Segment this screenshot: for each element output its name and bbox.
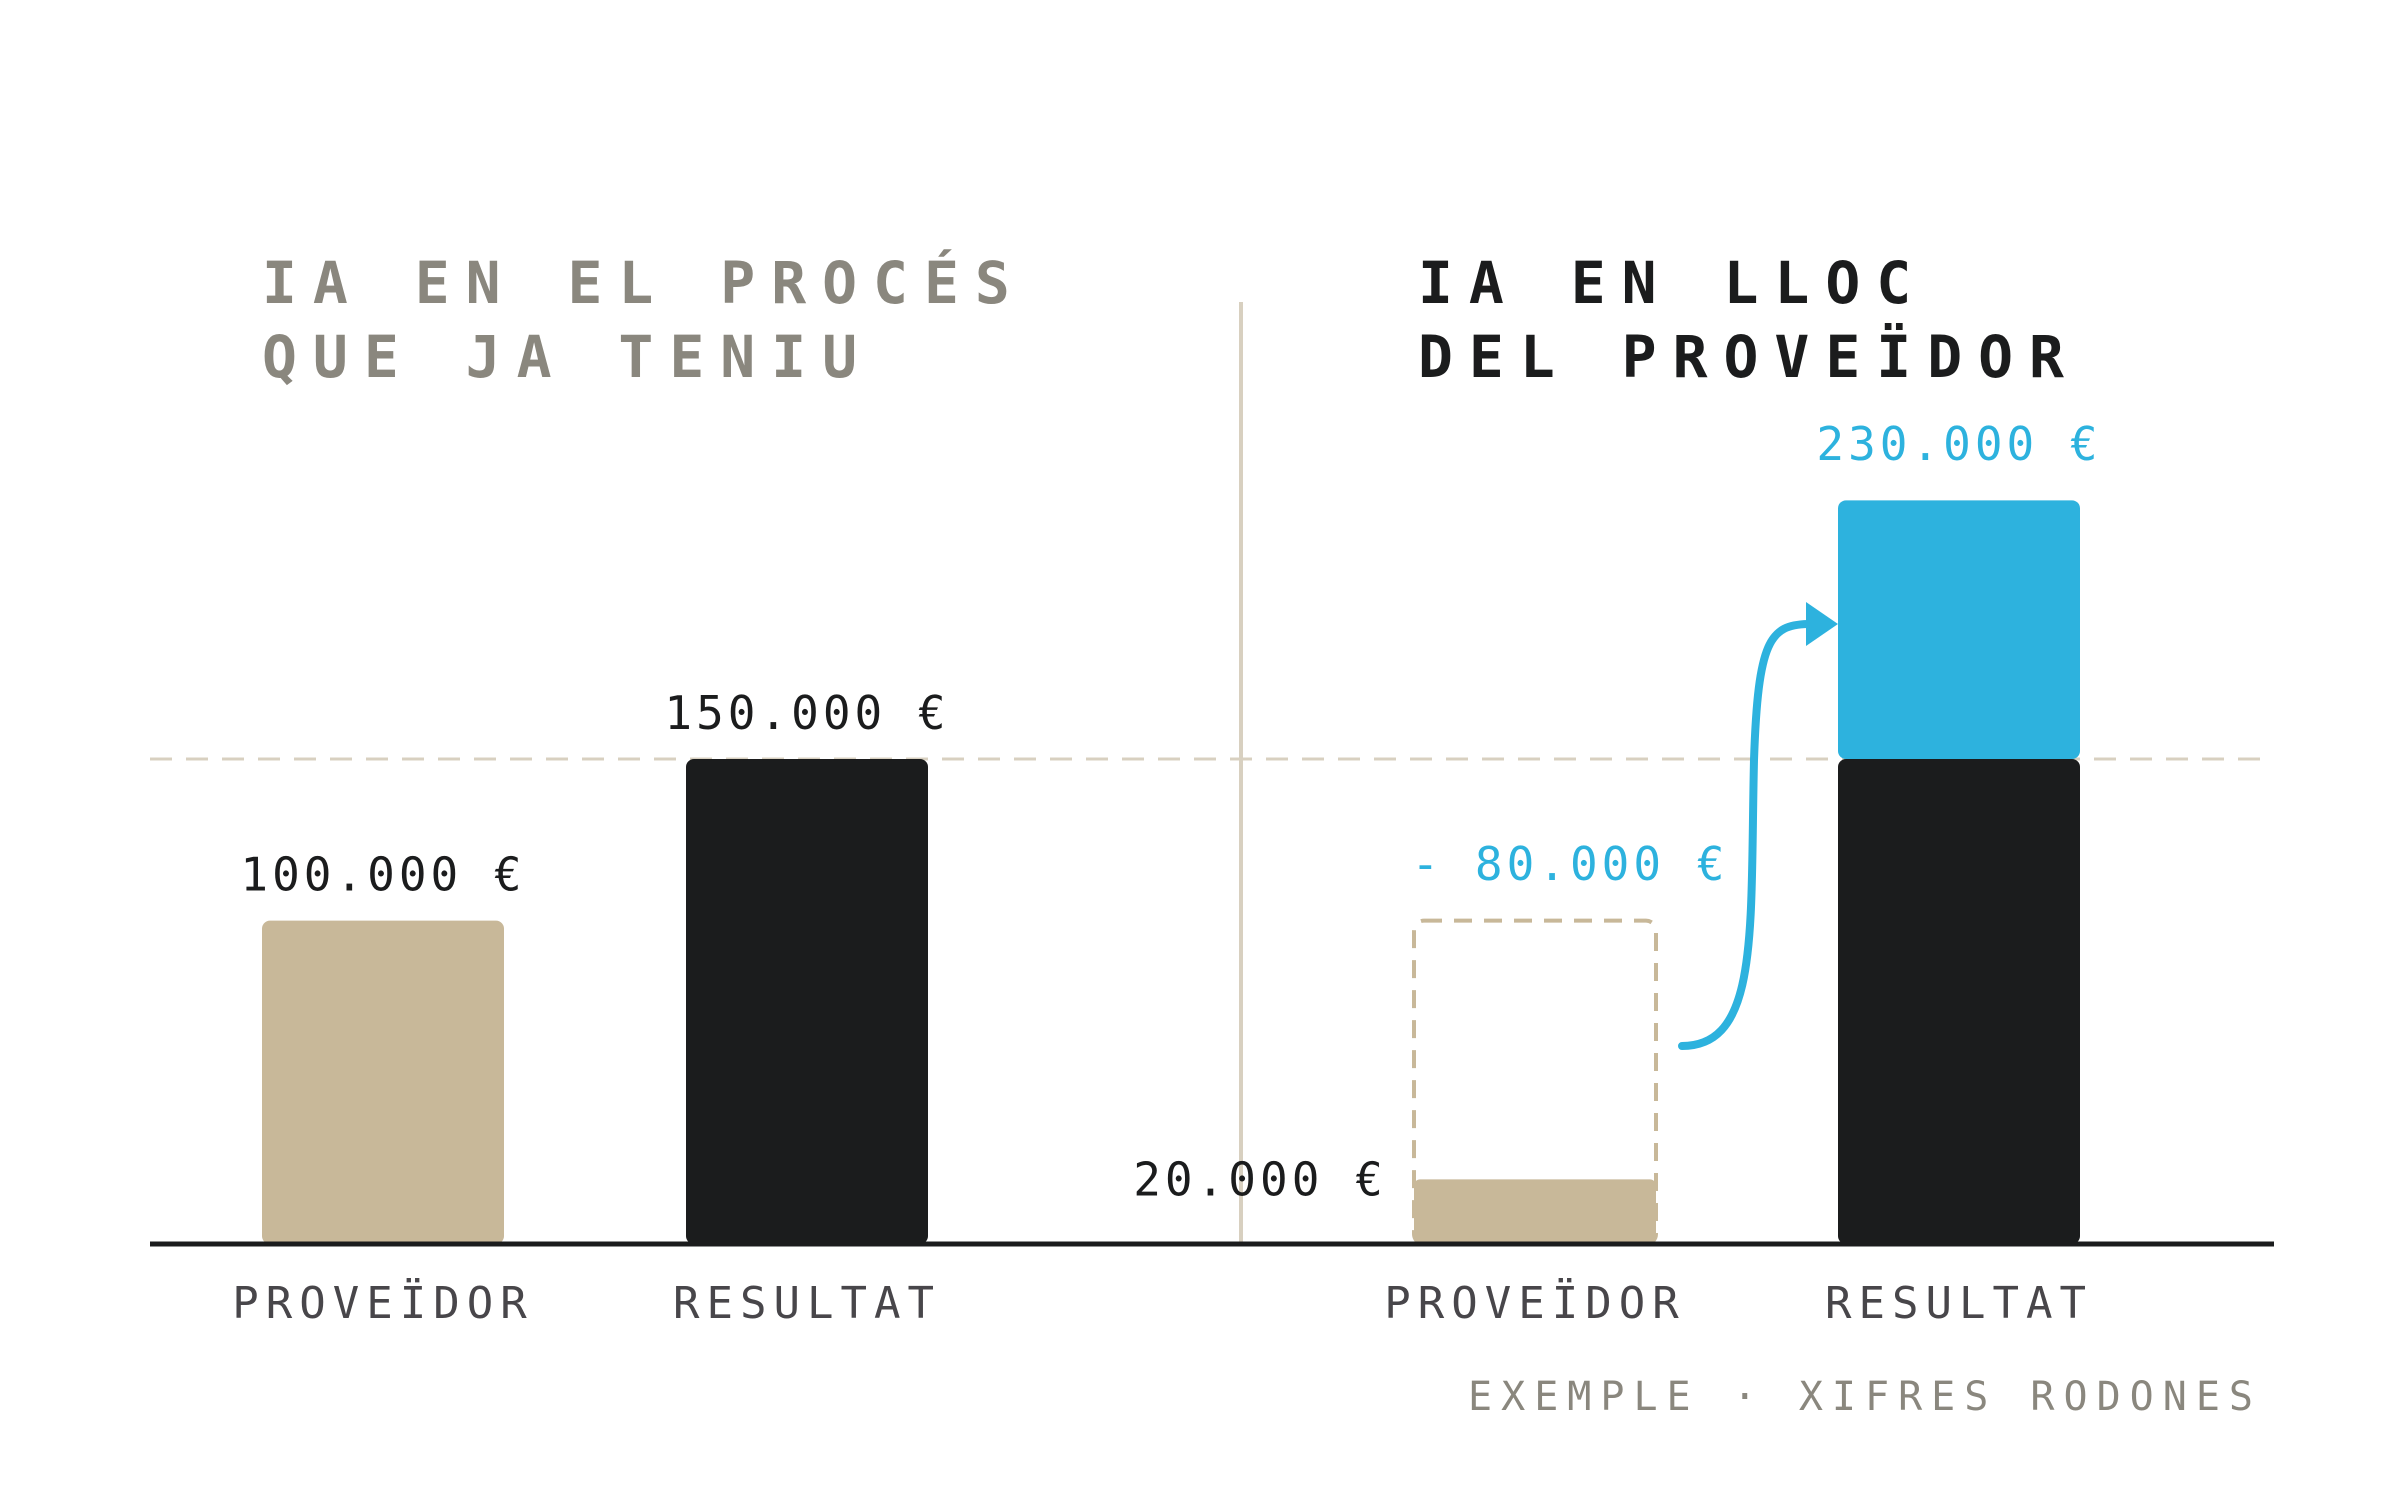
label-right-savings: - 80.000 € xyxy=(1412,837,1729,891)
transfer-arrow-head xyxy=(1806,602,1838,646)
label-right-result-value: 230.000 € xyxy=(1816,417,2101,471)
left-panel-title: IA EN EL PROCÉS QUE JA TENIU xyxy=(262,246,1026,394)
bar-right-result-gain xyxy=(1838,500,2080,759)
footer-note: EXEMPLE · XIFRES RODONES xyxy=(1468,1374,2262,1420)
tick-right-provider: PROVEÏDOR xyxy=(1384,1277,1685,1329)
label-left-result-value: 150.000 € xyxy=(664,686,949,740)
tick-left-result: RESULTAT xyxy=(673,1278,941,1329)
bar-right-result-base xyxy=(1838,759,2080,1244)
label-right-provider-value: 20.000 € xyxy=(1133,1152,1387,1206)
right-title-line-2: DEL PROVEÏDOR xyxy=(1418,323,2080,391)
right-panel-title: IA EN LLOC DEL PROVEÏDOR xyxy=(1418,246,2080,394)
tick-right-result: RESULTAT xyxy=(1825,1278,2093,1329)
bar-right-provider xyxy=(1414,1179,1656,1244)
right-title-line-1: IA EN LLOC xyxy=(1418,249,1928,317)
transfer-arrow-line xyxy=(1678,620,1812,1050)
bar-left-result xyxy=(686,759,928,1244)
left-title-line-2: QUE JA TENIU xyxy=(262,323,874,391)
tick-left-provider: PROVEÏDOR xyxy=(232,1277,533,1329)
bar-left-provider xyxy=(262,920,504,1244)
label-left-provider-value: 100.000 € xyxy=(240,848,525,902)
left-title-line-1: IA EN EL PROCÉS xyxy=(262,249,1026,317)
